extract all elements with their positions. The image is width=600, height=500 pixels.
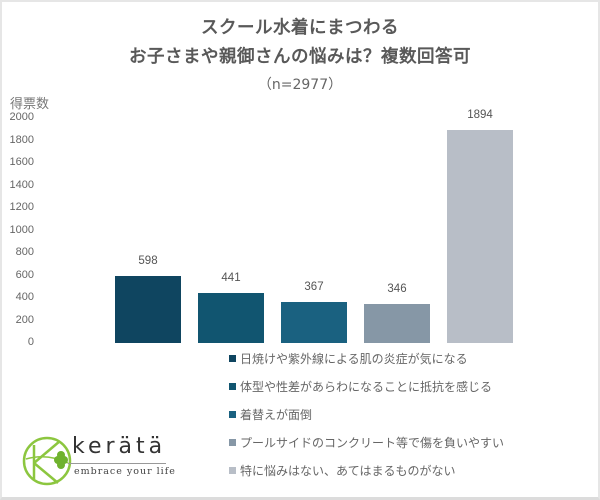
bar <box>364 304 430 343</box>
bar-value-label: 598 <box>138 254 158 267</box>
legend-item: 特に悩みはない、あてはまるものがない <box>229 462 456 478</box>
legend-swatch-icon <box>229 410 236 418</box>
bar-value-label: 441 <box>221 272 241 285</box>
legend-label: 日焼けや紫外線による肌の炎症が気になる <box>240 351 468 366</box>
legend-swatch-icon <box>229 438 236 446</box>
legend-swatch-icon <box>229 382 236 390</box>
y-tick-label: 600 <box>15 268 34 281</box>
y-tick-label: 0 <box>27 336 34 348</box>
y-tick-label: 400 <box>15 291 34 303</box>
bar-value-label: 346 <box>387 283 407 296</box>
chart-subtitle: （n=2977） <box>257 77 343 93</box>
bar-value-label: 367 <box>304 280 324 293</box>
y-tick-label: 200 <box>15 313 34 326</box>
bar <box>281 301 347 343</box>
y-axis-label: 得票数 <box>10 97 50 112</box>
legend-label: プールサイドのコンクリート等で傷を負いやすい <box>240 435 505 450</box>
bar <box>115 275 181 343</box>
logo-divider <box>68 463 166 464</box>
chart-title-line1: スクール水着にまつわる <box>201 18 399 38</box>
y-tick-label: 1800 <box>9 133 34 146</box>
bar <box>447 129 513 343</box>
y-tick-label: 1400 <box>9 178 34 191</box>
y-tick-label: 2000 <box>9 111 34 123</box>
y-tick-label: 1000 <box>9 223 34 236</box>
chart-title-line2: お子さまや親御さんの悩みは？複数回答可 <box>129 47 471 67</box>
legend-label: 体型や性差があらわになることに抵抗を感じる <box>240 379 493 394</box>
bar-value-label: 1894 <box>467 108 493 121</box>
legend-label: 特に悩みはない、あてはまるものがない <box>240 463 456 478</box>
legend-item: 体型や性差があらわになることに抵抗を感じる <box>229 378 492 394</box>
bar <box>198 293 264 343</box>
legend-item: 日焼けや紫外線による肌の炎症が気になる <box>229 350 468 366</box>
y-tick-label: 1200 <box>9 201 34 213</box>
legend-label: 着替えが面倒 <box>240 407 313 422</box>
kerata-logo-icon <box>22 436 72 486</box>
legend-swatch-icon <box>229 354 236 362</box>
y-tick-label: 1600 <box>9 156 34 168</box>
legend-item: 着替えが面倒 <box>229 406 312 422</box>
logo-tagline: embrace your life <box>74 466 176 477</box>
y-tick-label: 800 <box>15 246 34 258</box>
legend-item: プールサイドのコンクリート等で傷を負いやすい <box>229 434 504 450</box>
logo-wordmark: kerätä <box>72 434 167 459</box>
legend-swatch-icon <box>229 466 236 474</box>
